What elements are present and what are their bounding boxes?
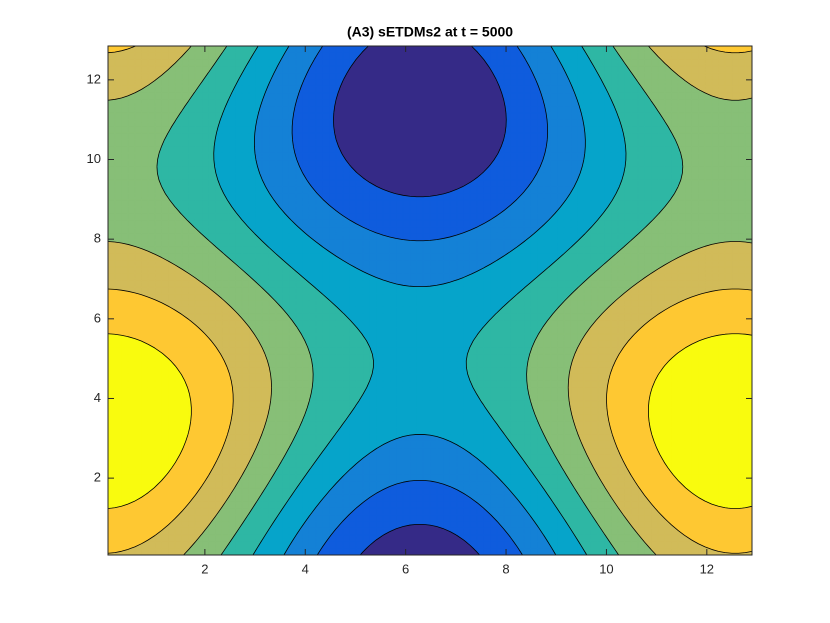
y-tick-label: 12 (87, 71, 101, 86)
y-tick-label: 4 (94, 390, 101, 405)
contour-line (291, 45, 549, 556)
x-tick-label: 12 (700, 561, 714, 576)
x-tick-label: 10 (599, 561, 613, 576)
y-tick-label: 10 (87, 151, 101, 166)
plot-area (107, 45, 753, 556)
x-tick-label: 4 (302, 561, 309, 576)
y-tick-label: 6 (94, 310, 101, 325)
contour-line (213, 45, 627, 556)
contour-line (107, 45, 753, 554)
x-tick-label: 2 (201, 561, 208, 576)
chart-title: (A3) sETDMs2 at t = 5000 (347, 24, 513, 40)
contour-line (156, 45, 684, 556)
contour-line (107, 45, 753, 556)
contour-line (333, 45, 507, 556)
y-tick-label: 2 (94, 470, 101, 485)
y-tick-label: 8 (94, 231, 101, 246)
x-tick-label: 8 (502, 561, 509, 576)
x-tick-label: 6 (402, 561, 409, 576)
contour-line (107, 333, 753, 509)
axes-box (107, 45, 753, 556)
contour-line (254, 45, 586, 556)
